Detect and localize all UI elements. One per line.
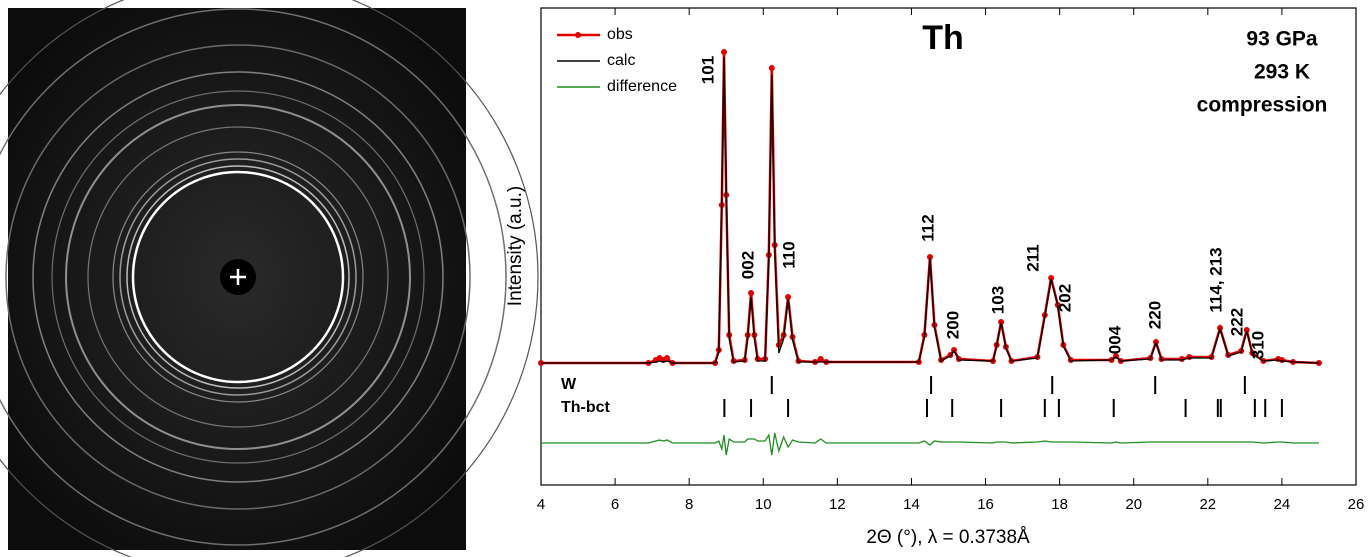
x-tick-label: 26 <box>1348 496 1365 513</box>
x-tick-label: 4 <box>537 496 545 513</box>
data-point <box>748 290 755 296</box>
chart: Th 93 GPa 293 K compression 2Θ (°), λ = … <box>505 7 1365 548</box>
series-line <box>541 56 1319 364</box>
condition: 93 GPa <box>1246 28 1318 51</box>
data-point <box>663 355 670 361</box>
data-point <box>817 356 824 362</box>
legend-label: obs <box>607 26 633 43</box>
x-tick-label: 24 <box>1274 496 1291 513</box>
peak-label: 004 <box>1105 325 1124 354</box>
data-point <box>785 294 792 300</box>
data-point <box>926 254 933 260</box>
x-tick-label: 14 <box>903 496 920 513</box>
peak-label: 002 <box>738 251 757 279</box>
x-tick-label: 8 <box>685 496 693 513</box>
data-point <box>721 49 728 55</box>
legend-marker <box>575 32 581 38</box>
plot-frame <box>540 7 1357 486</box>
x-tick-label: 12 <box>829 496 846 513</box>
peak-label: 220 <box>1145 301 1164 329</box>
data-point <box>768 65 775 71</box>
x-tick-label: 18 <box>1051 496 1068 513</box>
peak-label: 114, 213 <box>1207 247 1226 312</box>
phase-label: Th-bct <box>561 399 611 416</box>
x-tick-label: 10 <box>755 496 772 513</box>
legend-label: difference <box>607 78 677 95</box>
peak-label: 222 <box>1227 308 1246 336</box>
x-tick-label: 6 <box>611 496 619 513</box>
x-tick-label: 20 <box>1125 496 1142 513</box>
peak-label: 112 <box>918 214 937 241</box>
peak-label: 310 <box>1248 331 1267 359</box>
peak-label: 110 <box>779 241 798 268</box>
y-axis-label: Intensity (a.u.) <box>505 186 526 306</box>
x-tick-label: 16 <box>977 496 994 513</box>
legend-label: calc <box>607 52 635 69</box>
data-point <box>998 319 1005 325</box>
condition: 293 K <box>1254 61 1310 84</box>
condition: compression <box>1197 94 1328 117</box>
peak-label: 101 <box>698 56 717 84</box>
phase-label: W <box>561 376 577 393</box>
diffraction-image <box>0 0 539 557</box>
peak-label: 200 <box>944 311 963 339</box>
peak-label: 211 <box>1024 244 1043 271</box>
data-point <box>1048 275 1055 281</box>
peak-label: 103 <box>988 286 1007 314</box>
x-tick-label: 22 <box>1199 496 1216 513</box>
series-line <box>541 432 1319 456</box>
data-point <box>1243 327 1250 333</box>
x-axis-label: 2Θ (°), λ = 0.3738Å <box>866 527 1030 548</box>
chart-title: Th <box>922 19 964 57</box>
peak-label: 202 <box>1055 284 1074 312</box>
